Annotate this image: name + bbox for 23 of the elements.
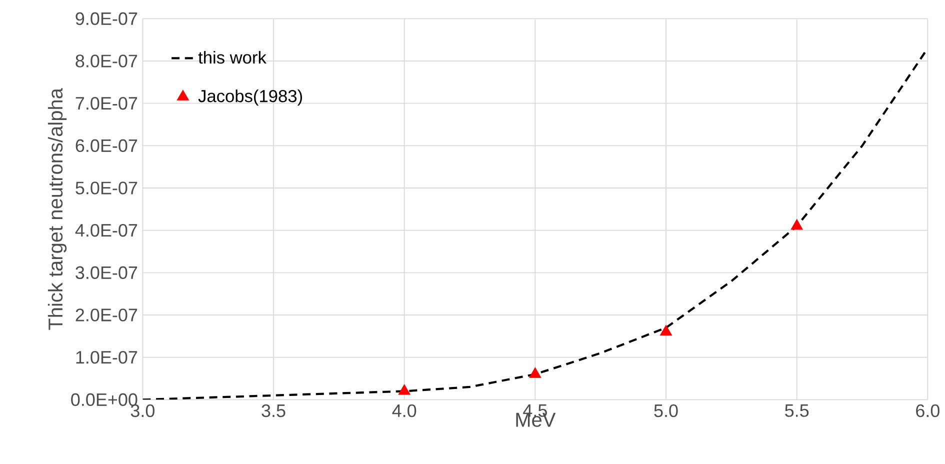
y-tick-label: 2.0E-07 <box>76 308 138 322</box>
x-tick-label: 5.0 <box>654 404 678 418</box>
y-tick-label: 0.0E+00 <box>71 393 138 406</box>
legend-label: this work <box>198 51 266 64</box>
x-tick-label: 3.5 <box>262 404 286 418</box>
y-tick-label: 4.0E-07 <box>75 224 138 237</box>
x-tick-label: 5.5 <box>785 404 809 418</box>
point <box>660 325 672 336</box>
x-tick-label: 3.0 <box>130 404 154 418</box>
point <box>790 219 803 230</box>
legend-label: Jacobs(1983) <box>198 90 302 106</box>
x-tick-label: 4.0 <box>392 404 416 418</box>
y-axis-title: Thick target neutrons/alpha <box>48 88 67 330</box>
y-tick-label: 7.0E-07 <box>76 97 138 110</box>
y-tick-label: 5.0E-07 <box>76 182 138 195</box>
y-tick-label: 9.0E-07 <box>76 12 138 26</box>
x-tick-label: 6.0 <box>916 404 940 418</box>
point <box>529 367 542 378</box>
y-tick-label: 8.0E-07 <box>76 54 138 68</box>
point <box>398 384 410 395</box>
y-tick-label: 1.0E-07 <box>76 351 138 364</box>
y-tick-label: 6.0E-07 <box>76 139 138 152</box>
y-tick-label: 3.0E-07 <box>76 266 138 280</box>
